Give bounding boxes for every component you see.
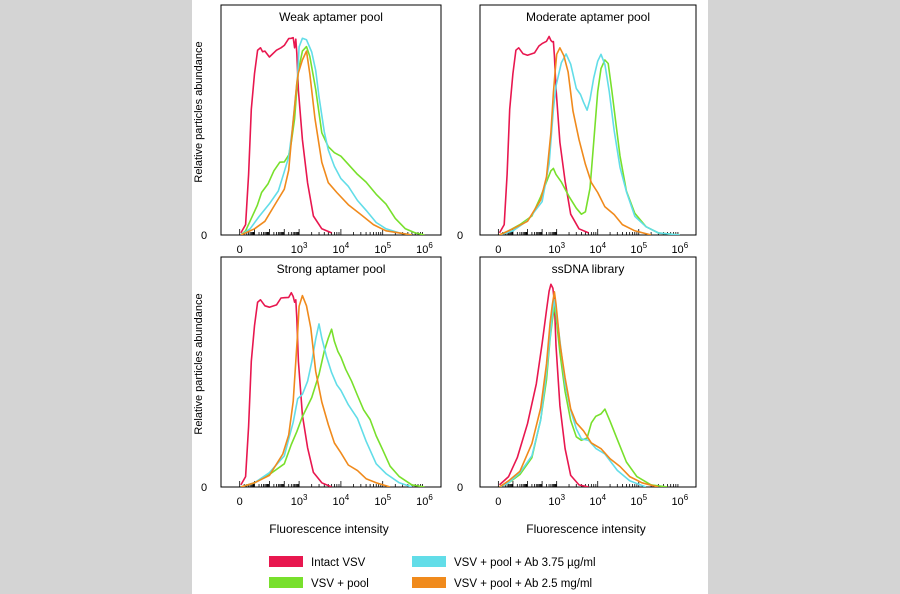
x-tick-label: 0 — [495, 244, 501, 256]
x-tick-exponent: 5 — [387, 493, 392, 502]
x-tick-label: 103 — [548, 493, 565, 508]
x-tick-label: 106 — [671, 241, 688, 256]
y-tick-label: 0 — [457, 482, 463, 494]
legend-item: VSV + pool + Ab 3.75 µg/ml — [412, 556, 596, 569]
x-tick-label: 105 — [374, 493, 391, 508]
chart-title: Moderate aptamer pool — [526, 10, 650, 24]
flow-cytometry-figure: Weak aptamer pool 0 103 104 105 106 0 Relative … — [193, 4, 697, 590]
x-tick-exponent: 5 — [643, 241, 648, 250]
plot-frame — [479, 256, 697, 488]
x-axis-label: Fluorescence intensity — [526, 522, 645, 536]
x-tick-label: 104 — [589, 241, 606, 256]
y-axis-label: Relative particles abundance — [193, 41, 205, 182]
legend-item: Intact VSV — [269, 556, 366, 569]
series-line-vsv-pool — [240, 328, 425, 487]
chart-panel-2: Moderate aptamer pool 0 103 104 105 106 0 — [457, 4, 697, 256]
chart-panel-3: Strong aptamer pool 0 103 104 105 106 0 Relativ… — [193, 256, 442, 536]
x-tick-exponent: 6 — [684, 493, 689, 502]
legend-swatch — [412, 577, 446, 588]
y-tick-label: 0 — [201, 230, 207, 242]
x-tick-label: 105 — [630, 241, 647, 256]
x-tick-label: 106 — [416, 493, 433, 508]
x-tick-exponent: 3 — [561, 241, 566, 250]
x-tick-label: 104 — [589, 493, 606, 508]
figure: Weak aptamer pool 0 103 104 105 106 0 Relative … — [192, 0, 708, 594]
x-tick-label: 0 — [495, 496, 501, 508]
x-tick-label: 0 — [237, 496, 243, 508]
chart-title: ssDNA library — [552, 262, 625, 276]
legend-swatch — [269, 556, 303, 567]
x-tick-label: 103 — [548, 241, 565, 256]
x-tick-exponent: 4 — [345, 493, 350, 502]
legend-label: VSV + pool + Ab 3.75 µg/ml — [454, 557, 596, 569]
x-tick-label: 103 — [291, 493, 308, 508]
x-tick-exponent: 3 — [303, 241, 308, 250]
series-line-vsv-pool-ab-2-5-mg-ml — [240, 294, 391, 487]
series-line-vsv-pool-ab-2-5-mg-ml — [499, 47, 652, 235]
x-tick-exponent: 5 — [387, 241, 392, 250]
series-line-vsv-pool-ab-3-75-g-ml — [499, 53, 680, 235]
legend: Intact VSV VSV + pool + Ab 3.75 µg/ml VSV … — [269, 556, 596, 590]
y-tick-label: 0 — [201, 482, 207, 494]
plot-frame — [479, 4, 697, 236]
x-tick-label: 106 — [416, 241, 433, 256]
series-line-vsv-pool-ab-3-75-g-ml — [499, 299, 647, 487]
x-tick-label: 105 — [374, 241, 391, 256]
chart-title: Weak aptamer pool — [279, 10, 383, 24]
x-tick-exponent: 4 — [345, 241, 350, 250]
x-tick-exponent: 3 — [303, 493, 308, 502]
legend-label: VSV + pool + Ab 2.5 mg/ml — [454, 578, 592, 590]
legend-swatch — [269, 577, 303, 588]
series-line-vsv-pool-ab-3-75-g-ml — [240, 37, 413, 235]
series-line-intact-vsv — [240, 36, 332, 234]
series-line-vsv-pool-ab-2-5-mg-ml — [240, 50, 413, 235]
x-tick-exponent: 4 — [602, 241, 607, 250]
x-tick-exponent: 4 — [602, 493, 607, 502]
x-tick-label: 103 — [291, 241, 308, 256]
x-tick-label: 104 — [333, 493, 350, 508]
series-line-intact-vsv — [240, 291, 332, 487]
x-tick-exponent: 6 — [428, 241, 433, 250]
x-tick-label: 106 — [671, 493, 688, 508]
x-tick-exponent: 6 — [428, 493, 433, 502]
series-line-intact-vsv — [498, 35, 589, 234]
series-line-intact-vsv — [498, 283, 589, 487]
series-line-vsv-pool-ab-2-5-mg-ml — [499, 291, 659, 487]
legend-label: VSV + pool — [311, 578, 369, 590]
x-tick-label: 105 — [630, 493, 647, 508]
legend-item: VSV + pool + Ab 2.5 mg/ml — [412, 577, 592, 590]
x-tick-exponent: 6 — [684, 241, 689, 250]
plot-frame — [220, 4, 442, 236]
legend-label: Intact VSV — [311, 557, 366, 569]
x-tick-label: 104 — [333, 241, 350, 256]
x-tick-exponent: 5 — [643, 493, 648, 502]
x-axis-label: Fluorescence intensity — [269, 522, 388, 536]
legend-swatch — [412, 556, 446, 567]
chart-title: Strong aptamer pool — [277, 262, 386, 276]
chart-panel-1: Weak aptamer pool 0 103 104 105 106 0 Relative … — [193, 4, 442, 256]
x-tick-label: 0 — [237, 244, 243, 256]
series-line-vsv-pool — [499, 59, 680, 235]
x-tick-exponent: 3 — [561, 493, 566, 502]
legend-item: VSV + pool — [269, 577, 369, 590]
y-axis-label: Relative particles abundance — [193, 293, 205, 434]
y-tick-label: 0 — [457, 230, 463, 242]
chart-panel-4: ssDNA library 0 103 104 105 106 0 Fluorescence … — [457, 256, 697, 536]
series-line-vsv-pool-ab-3-75-g-ml — [240, 323, 413, 487]
series-line-vsv-pool — [240, 45, 425, 235]
